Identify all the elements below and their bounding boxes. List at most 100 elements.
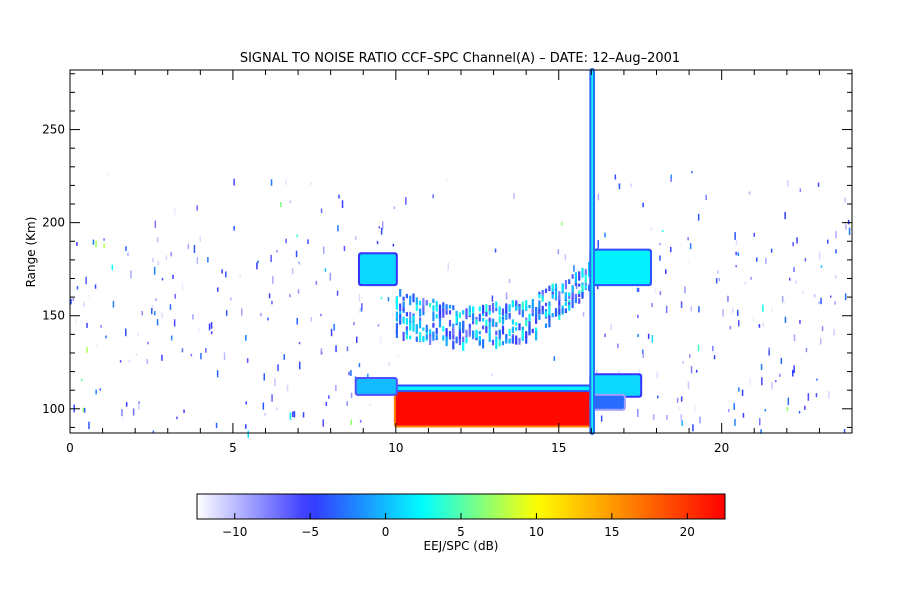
speckle-point	[358, 294, 361, 302]
speckle-point	[610, 323, 612, 331]
speckle-point	[653, 414, 655, 420]
region-post-eej-110-km-patch	[589, 373, 643, 398]
speckle-point	[161, 278, 164, 281]
speckle-point	[83, 408, 86, 413]
speckle-point	[405, 197, 407, 205]
colorbar-tick-label: −5	[301, 525, 319, 539]
colorbar-tick-label: 0	[382, 525, 390, 539]
speckle-point	[199, 235, 201, 242]
speckle-point	[239, 274, 241, 278]
speckle-point	[792, 242, 794, 247]
speckle-point	[748, 191, 751, 195]
speckle-point	[661, 230, 664, 233]
speckle-point	[676, 397, 679, 403]
speckle-point	[762, 304, 764, 312]
speckle-point	[796, 237, 798, 244]
speckle-point	[722, 309, 724, 317]
speckle-point	[181, 283, 184, 291]
speckle-point	[161, 354, 163, 361]
speckle-point	[783, 300, 785, 305]
speckle-point	[735, 251, 737, 256]
speckle-point	[770, 307, 773, 313]
speckle-point	[271, 300, 273, 305]
speckle-point	[784, 316, 787, 323]
speckle-point	[380, 297, 383, 300]
colorbar-tick-label: 10	[529, 525, 544, 539]
speckle-point	[215, 422, 218, 428]
speckle-point	[350, 370, 352, 377]
speckle-point	[712, 345, 714, 352]
speckle-point	[125, 402, 128, 407]
speckle-point	[768, 347, 770, 356]
speckle-point	[734, 232, 736, 240]
speckle-point	[387, 297, 390, 302]
speckle-point	[750, 276, 752, 280]
speckle-point	[818, 301, 820, 304]
speckle-point	[729, 325, 732, 330]
speckle-point	[845, 223, 847, 230]
speckle-point	[692, 424, 694, 432]
speckle-point	[132, 408, 135, 416]
region-150-km-echo-arc	[395, 262, 594, 351]
speckle-point	[338, 194, 340, 199]
speckle-point	[665, 305, 668, 314]
speckle-point	[737, 309, 739, 317]
speckle-point	[292, 411, 294, 417]
speckle-point	[687, 381, 690, 390]
speckle-point	[793, 267, 795, 273]
speckle-point	[119, 360, 122, 363]
speckle-point	[307, 239, 309, 244]
speckle-point	[152, 430, 155, 433]
speckle-point	[392, 312, 394, 317]
speckle-point	[765, 257, 767, 264]
speckle-point	[121, 409, 123, 417]
speckle-point	[299, 361, 301, 370]
speckle-point	[355, 235, 357, 240]
speckle-point	[553, 356, 556, 361]
speckle-point	[181, 348, 184, 353]
speckle-point	[297, 289, 300, 294]
speckle-point	[695, 369, 698, 373]
speckle-point	[820, 297, 822, 305]
x-tick-label: 10	[388, 441, 403, 455]
speckle-point	[76, 242, 78, 246]
speckle-point	[786, 407, 789, 412]
speckle-point	[289, 200, 292, 204]
speckle-point	[82, 407, 85, 413]
speckle-point	[781, 296, 784, 303]
speckle-point	[733, 403, 735, 410]
speckle-point	[787, 180, 789, 187]
speckle-point	[752, 317, 755, 322]
speckle-point	[92, 239, 95, 245]
speckle-point	[759, 418, 761, 426]
speckle-point	[638, 368, 640, 375]
speckle-point	[146, 359, 148, 365]
speckle-point	[192, 314, 194, 320]
speckle-point	[183, 409, 185, 413]
region-pre-eej-112-km-patch	[354, 377, 398, 396]
speckle-point	[208, 323, 211, 331]
speckle-point	[343, 245, 346, 252]
speckle-point	[705, 194, 707, 201]
speckle-point	[320, 313, 322, 317]
speckle-point	[680, 301, 683, 309]
speckle-point	[718, 277, 721, 282]
speckle-point	[328, 395, 330, 399]
speckle-point	[320, 208, 323, 213]
speckle-point	[768, 347, 770, 351]
speckle-point	[813, 294, 816, 298]
speckle-point	[88, 421, 90, 430]
speckle-point	[699, 416, 701, 424]
speckle-point	[749, 377, 751, 386]
y-tick-label: 200	[42, 216, 65, 230]
speckle-point	[494, 248, 497, 253]
speckle-point	[697, 213, 700, 221]
speckle-point	[138, 401, 140, 404]
speckle-point	[151, 305, 154, 312]
speckle-point	[793, 334, 796, 342]
speckle-point	[771, 382, 773, 390]
speckle-point	[333, 323, 335, 331]
speckle-point	[687, 261, 689, 264]
region-post-eej-100-km-patch	[589, 393, 626, 411]
